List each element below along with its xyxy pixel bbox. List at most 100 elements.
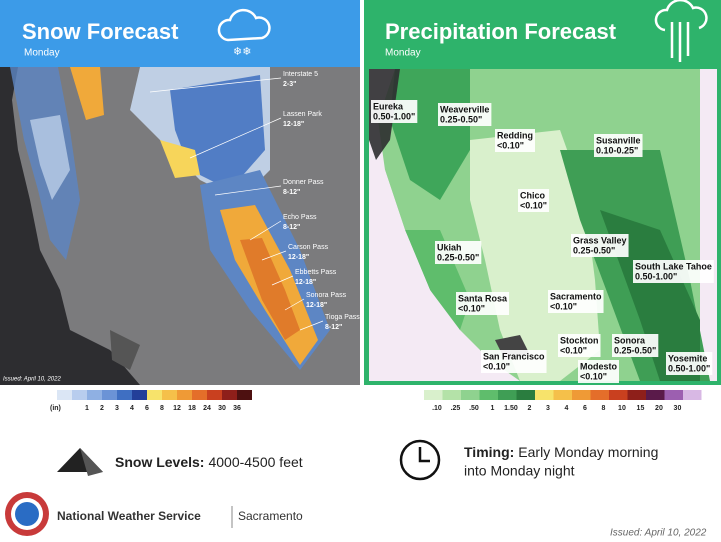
place-amount: <0.10"	[483, 361, 510, 371]
legend-tick: 4	[130, 405, 134, 412]
legend-tick: 20	[655, 405, 663, 412]
svg-text:❄❄: ❄❄	[233, 46, 251, 58]
place-name: San Francisco	[483, 351, 545, 361]
snow-amount: 12-18"	[295, 279, 316, 286]
place-name: Weaverville	[440, 104, 489, 114]
place-amount: 0.25-0.50"	[573, 245, 615, 255]
legend-tick: 4	[564, 405, 568, 412]
snow-place: Echo Pass	[283, 214, 317, 221]
snow-levels-value: 4000-4500 feet	[208, 454, 302, 470]
legend-swatch	[498, 390, 517, 400]
timing-label: Timing:	[464, 444, 514, 460]
place-name: Grass Valley	[573, 235, 627, 245]
snow-amount: 8-12"	[325, 324, 342, 331]
place-name: Yosemite	[668, 353, 707, 363]
place-name: Sonora	[614, 335, 646, 345]
place-label: Stockton<0.10"	[558, 334, 601, 357]
legend-tick: .10	[432, 405, 442, 412]
legend-tick: 2	[527, 405, 531, 412]
legend-tick: 24	[203, 405, 211, 412]
legend-swatch	[207, 390, 222, 400]
snow-levels: Snow Levels: 4000-4500 feet	[115, 454, 303, 470]
legend-swatch	[553, 390, 572, 400]
label-box	[438, 103, 492, 126]
label-box	[594, 134, 643, 157]
place-name: Modesto	[580, 361, 618, 371]
legend-tick: 36	[233, 405, 241, 412]
legend-swatch	[162, 390, 177, 400]
footer-organization: National Weather Service	[57, 509, 201, 523]
place-amount: <0.10"	[458, 303, 485, 313]
snow-place: Sonora Pass	[306, 292, 347, 299]
legend-swatch	[237, 390, 252, 400]
legend-tick: 8	[160, 405, 164, 412]
snow-subtitle: Monday	[24, 48, 60, 59]
place-amount: 0.25-0.50"	[437, 252, 479, 262]
label-box	[633, 260, 714, 283]
legend-swatch	[664, 390, 683, 400]
legend-swatch	[117, 390, 132, 400]
nws-logo	[5, 492, 49, 536]
snow-title: Snow Forecast	[22, 19, 179, 44]
legend-tick: 12	[173, 405, 181, 412]
place-label: Santa Rosa<0.10"	[456, 292, 510, 315]
legend-tick: 2	[100, 405, 104, 412]
place-name: Susanville	[596, 135, 641, 145]
place-name: Stockton	[560, 335, 599, 345]
place-label: Sacramento<0.10"	[548, 290, 604, 313]
snow-issued-stamp: Issued: April 10, 2022	[3, 377, 61, 383]
place-name: Chico	[520, 190, 546, 200]
legend-tick: 8	[601, 405, 605, 412]
snow-place: Tioga Pass	[325, 314, 360, 321]
legend-tick: 10	[618, 405, 626, 412]
precip-title: Precipitation Forecast	[385, 19, 617, 44]
legend-swatch	[461, 390, 480, 400]
snow-place: Ebbetts Pass	[295, 269, 337, 276]
snow-amount: 12-18"	[306, 302, 327, 309]
label-box	[456, 292, 510, 315]
snow-amount: 8-12"	[283, 189, 300, 196]
legend-tick: 1	[85, 405, 89, 412]
place-name: Sacramento	[550, 291, 602, 301]
place-amount: 0.50-1.00"	[635, 271, 677, 281]
snow-amount: 12-18"	[283, 121, 304, 128]
rain-cloud-icon	[654, 0, 708, 62]
legend-tick: .25	[451, 405, 461, 412]
label-box	[371, 100, 418, 123]
snow-amount: 8-12"	[283, 224, 300, 231]
place-amount: 0.10-0.25"	[596, 145, 638, 155]
legend-swatch	[627, 390, 646, 400]
legend-tick: 1	[490, 405, 494, 412]
leader-line	[261, 250, 287, 261]
leader-line	[249, 220, 282, 241]
legend-tick: 6	[583, 405, 587, 412]
place-amount: 0.25-0.50"	[614, 345, 656, 355]
legend-swatch	[442, 390, 461, 400]
clock-icon	[399, 439, 441, 481]
place-name: South Lake Tahoe	[635, 261, 712, 271]
leader-line	[214, 185, 282, 196]
legend-tick: 6	[145, 405, 149, 412]
label-box	[548, 290, 604, 313]
legend-swatch	[87, 390, 102, 400]
legend-swatch	[572, 390, 591, 400]
legend-swatch	[57, 390, 72, 400]
precip-map	[364, 67, 721, 385]
label-box	[558, 334, 601, 357]
snow-place: Carson Pass	[288, 244, 329, 251]
legend-swatch	[424, 390, 443, 400]
snow-place: Lassen Park	[283, 111, 322, 118]
label-box	[435, 241, 482, 264]
legend-swatch	[479, 390, 498, 400]
label-box	[495, 129, 535, 152]
legend-tick: 15	[637, 405, 645, 412]
label-box	[578, 360, 619, 383]
place-name: Redding	[497, 130, 533, 140]
legend-tick: 18	[188, 405, 196, 412]
